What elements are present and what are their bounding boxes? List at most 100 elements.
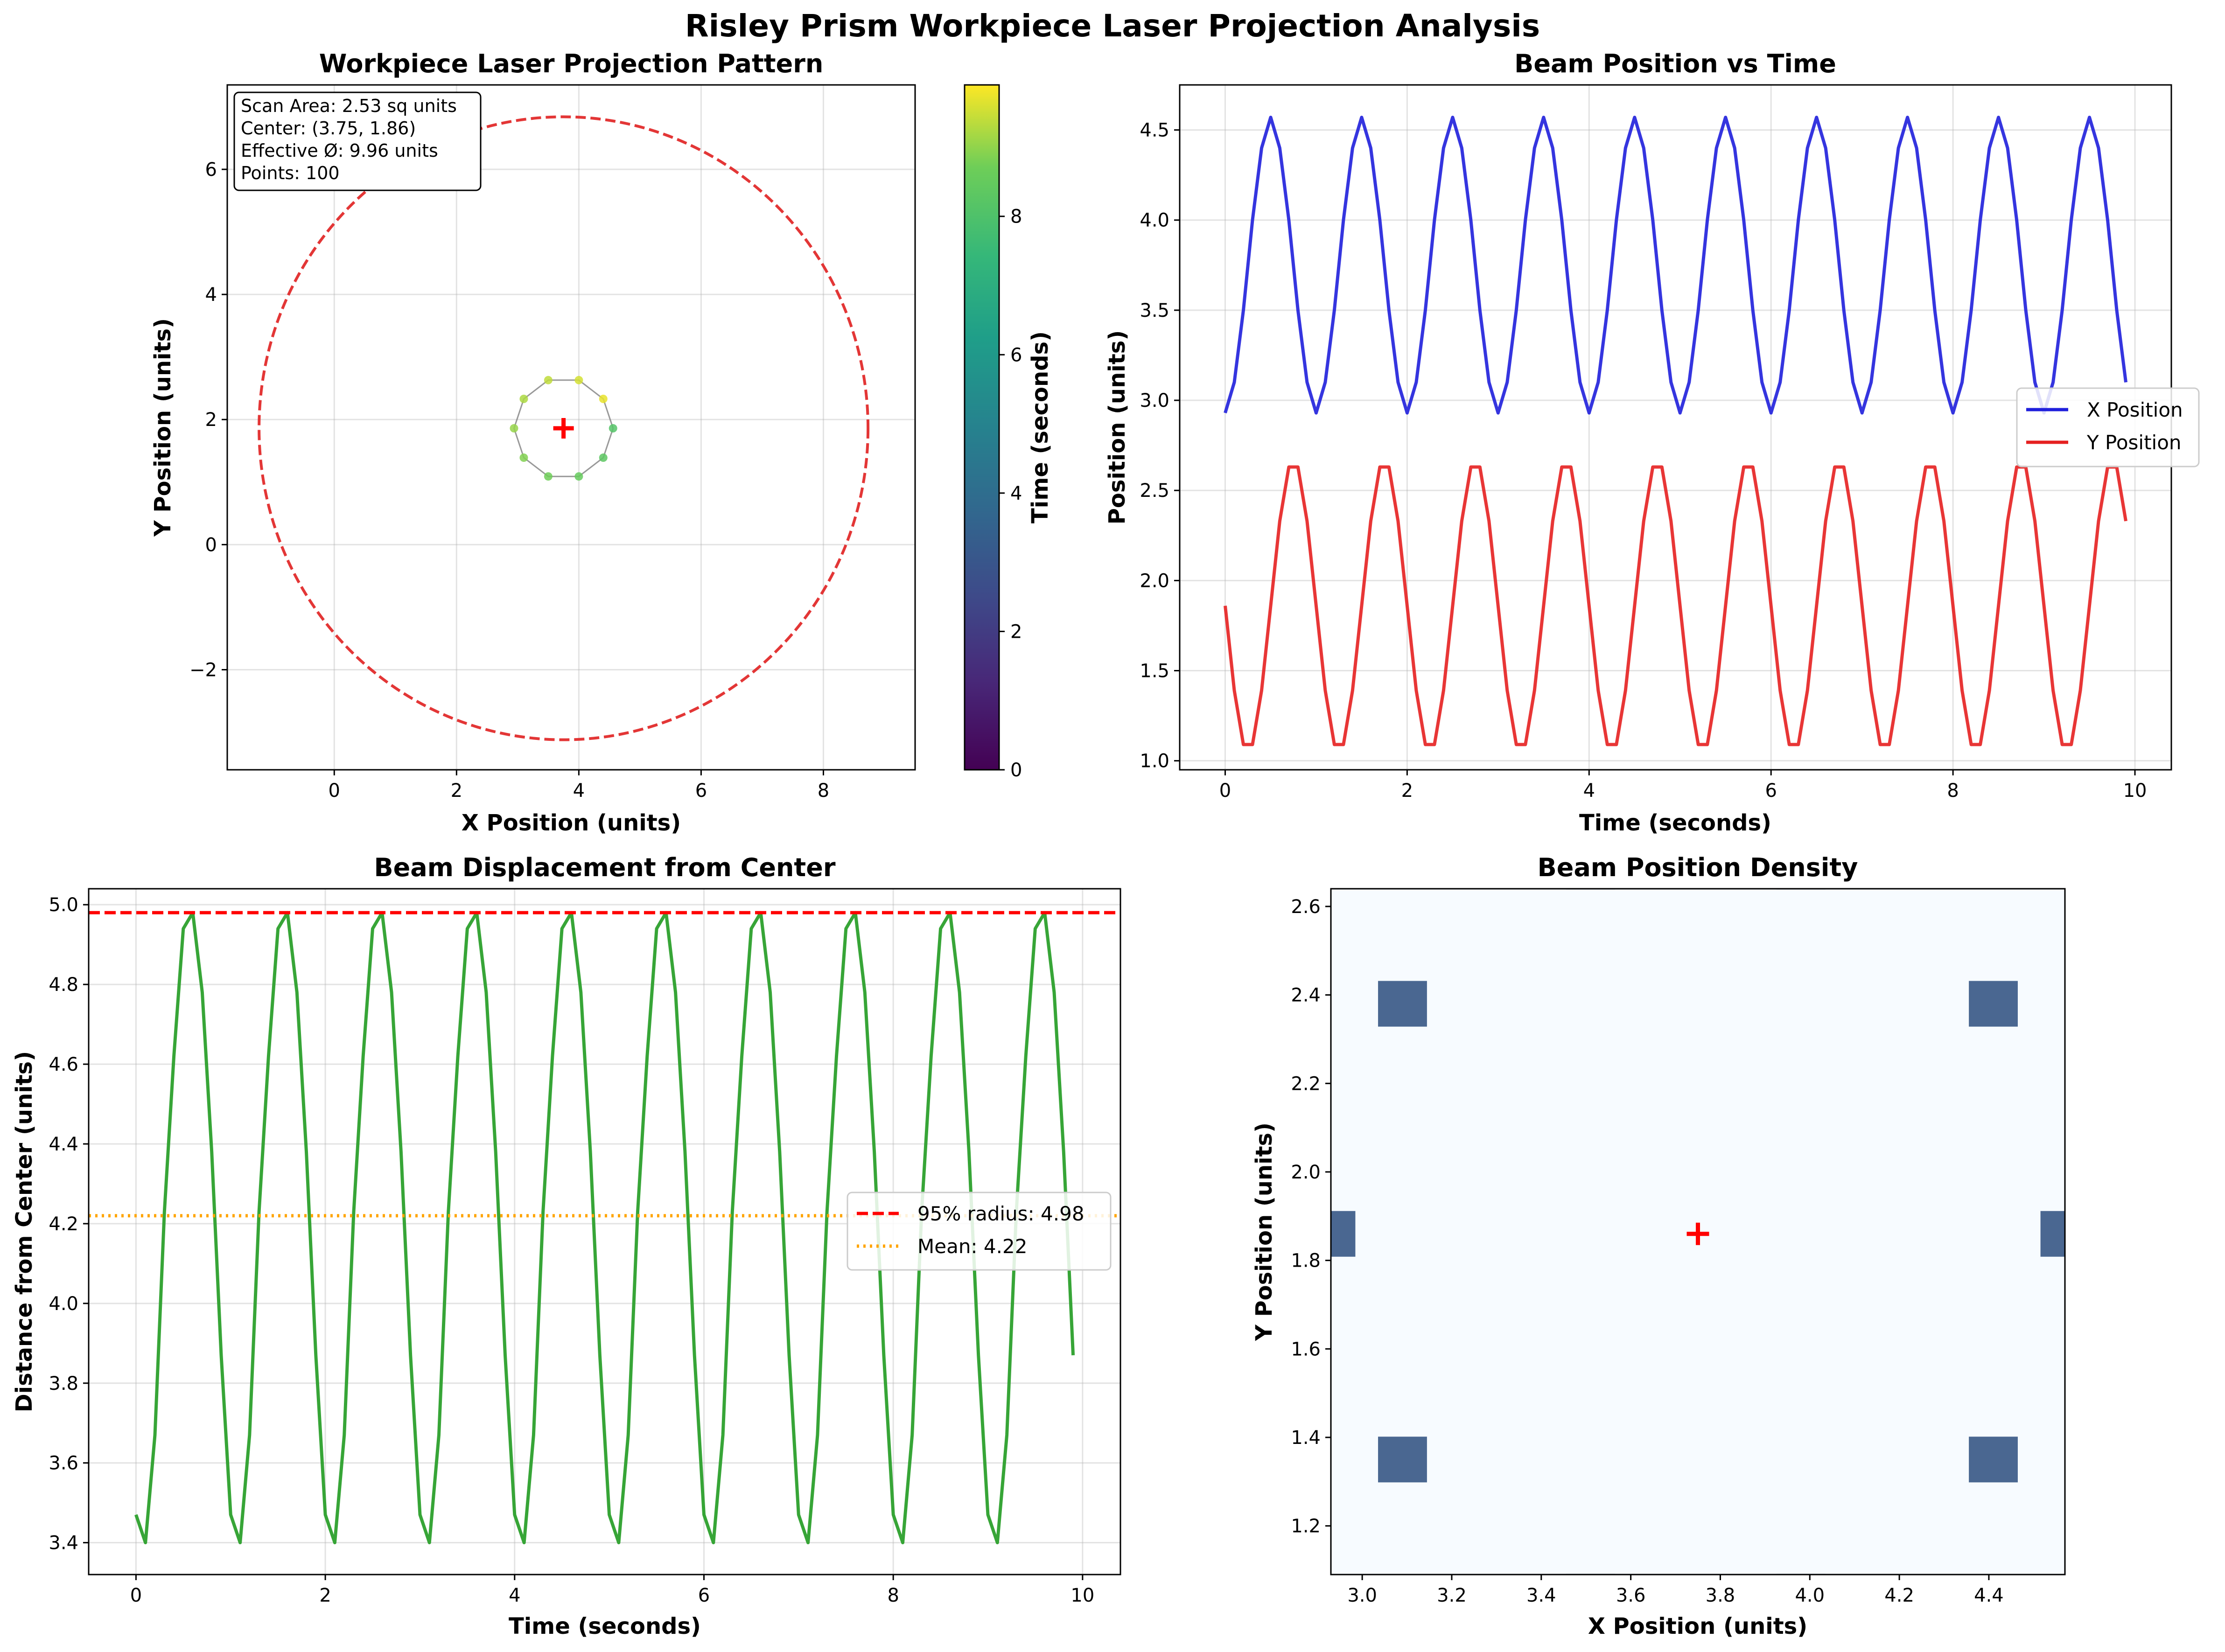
displacement-legend: 95% radius: 4.98 Mean: 4.22 [847, 1192, 1112, 1271]
colorbar-tick-labels: 0 2 4 6 8 [999, 206, 1022, 781]
displacement-y-tick-label: 4.8 [49, 974, 78, 996]
position-y-tick-label: 3.5 [1140, 300, 1169, 321]
position-tick-labels: 0 2 4 6 8 10 1.0 1.5 2.0 2.5 3.0 3.5 4.0 4.5 [1140, 120, 2147, 802]
position-x-tick-label: 10 [2123, 780, 2147, 802]
density-x-tick-label: 4.2 [1884, 1585, 1914, 1606]
displacement-y-tick-label: 3.8 [49, 1373, 78, 1394]
colorbar-gradient [964, 84, 1000, 771]
density-cell [1566, 1574, 1615, 1575]
displacement-y-tick-label: 4.6 [49, 1054, 78, 1075]
projection-y-axis-label: Y Position (units) [150, 318, 176, 537]
projection-x-tick-label: 2 [451, 780, 462, 802]
time-colorbar: 0 2 4 6 8 Time (seconds) [964, 84, 1053, 781]
density-cell [1378, 981, 1427, 1027]
displacement-y-tick-label: 3.4 [49, 1533, 78, 1554]
projection-y-tick-label: 6 [205, 159, 217, 181]
position-x-tick-label: 0 [1219, 780, 1231, 802]
projection-axes-frame [226, 84, 916, 771]
displacement-tick-labels: 0 2 4 6 8 10 3.4 3.6 3.8 4.0 4.2 4.4 4.6 4.8 5.0 [49, 894, 1094, 1606]
projection-x-tick-label: 8 [818, 780, 829, 802]
density-x-tick-label: 3.2 [1437, 1585, 1467, 1606]
colorbar-tick-label: 8 [1010, 206, 1022, 228]
x-position-series [1224, 116, 2127, 415]
position-y-tick-label: 1.0 [1140, 751, 1169, 772]
projection-pattern-panel: Workpiece Laser Projection Pattern 0 2 4 6 8… [150, 49, 1053, 836]
density-y-tick-label: 2.0 [1291, 1162, 1321, 1183]
annotation-line-effective-diameter: Effective Ø: 9.96 units [241, 140, 438, 161]
displacement-y-tick-label: 4.4 [49, 1134, 78, 1155]
displacement-x-tick-label: 4 [509, 1585, 520, 1606]
annotation-line-points: Points: 100 [241, 163, 340, 183]
projection-x-tick-label: 0 [329, 780, 340, 802]
projection-data-layer [258, 115, 870, 741]
projection-y-tick-label: 0 [205, 534, 217, 556]
position-x-tick-label: 2 [1401, 780, 1413, 802]
density-panel: Beam Position Density 3.0 3.2 3.4 3.6 3.8 4.0… [1251, 853, 2066, 1639]
beam-point [599, 395, 608, 404]
projection-x-axis-label: X Position (units) [462, 810, 681, 836]
density-y-tick-label: 1.4 [1291, 1427, 1321, 1449]
position-y-tick-label: 2.5 [1140, 480, 1169, 502]
displacement-x-tick-label: 8 [887, 1585, 899, 1606]
displacement-axes-frame [88, 888, 1121, 1575]
density-title: Beam Position Density [1538, 853, 1858, 882]
displacement-y-tick-label: 4.2 [49, 1213, 78, 1235]
projection-tick-labels: 0 2 4 6 8 −2 0 2 4 6 [189, 159, 829, 802]
displacement-x-tick-label: 10 [1071, 1585, 1094, 1606]
projection-annotation-box: Scan Area: 2.53 sq units Center: (3.75, … [233, 91, 482, 191]
displacement-y-tick-label: 5.0 [49, 894, 78, 916]
density-x-tick-label: 3.8 [1706, 1585, 1735, 1606]
legend-label-x-position: X Position [2087, 398, 2183, 421]
position-x-tick-label: 6 [1765, 780, 1777, 802]
displacement-x-tick-label: 0 [130, 1585, 142, 1606]
colorbar-label: Time (seconds) [1027, 331, 1053, 523]
projection-y-tick-label: 2 [205, 409, 217, 431]
density-cell [2040, 1211, 2065, 1257]
beam-point [599, 453, 608, 462]
position-data-layer [1224, 116, 2127, 746]
y-position-series [1224, 465, 2127, 746]
density-tick-labels: 3.0 3.2 3.4 3.6 3.8 4.0 4.2 4.4 1.2 1.4 1.6 1.8 2.0 2… [1291, 896, 2003, 1606]
beam-point [544, 472, 553, 481]
figure-suptitle: Risley Prism Workpiece Laser Projection … [685, 8, 1540, 44]
position-x-axis-label: Time (seconds) [1579, 810, 1771, 836]
displacement-x-tick-label: 6 [698, 1585, 710, 1606]
position-y-tick-label: 2.0 [1140, 570, 1169, 592]
position-legend: X Position Y Position [2016, 387, 2200, 467]
displacement-y-axis-label: Distance from Center (units) [11, 1051, 37, 1412]
colorbar-tick-label: 4 [1010, 483, 1022, 504]
density-y-tick-label: 2.4 [1291, 985, 1321, 1006]
displacement-data-layer [89, 911, 1120, 1545]
colorbar-tick-label: 2 [1010, 621, 1022, 642]
density-y-axis-label: Y Position (units) [1251, 1122, 1277, 1341]
position-x-tick-label: 8 [1947, 780, 1959, 802]
position-y-axis-label: Position (units) [1104, 330, 1130, 525]
density-y-tick-label: 1.6 [1291, 1338, 1321, 1360]
displacement-series [134, 911, 1075, 1545]
beam-point [519, 395, 528, 404]
displacement-x-tick-label: 2 [319, 1585, 331, 1606]
legend-label-95-radius: 95% radius: 4.98 [917, 1202, 1085, 1225]
projection-y-tick-label: −2 [189, 659, 217, 681]
position-x-tick-label: 4 [1583, 780, 1595, 802]
projection-gridlines [227, 85, 915, 770]
density-y-tick-label: 2.6 [1291, 896, 1321, 918]
density-y-tick-label: 2.2 [1291, 1073, 1321, 1094]
density-x-tick-label: 3.4 [1526, 1585, 1556, 1606]
density-y-tick-label: 1.2 [1291, 1516, 1321, 1537]
density-cell [1969, 981, 2018, 1027]
projection-pattern-title: Workpiece Laser Projection Pattern [319, 49, 824, 78]
density-x-tick-label: 3.6 [1616, 1585, 1646, 1606]
density-cell [1378, 1436, 1427, 1483]
effective-diameter-circle [258, 115, 870, 741]
density-cell [1969, 1436, 2018, 1483]
annotation-line-center: Center: (3.75, 1.86) [241, 118, 416, 139]
beam-point [574, 472, 583, 481]
projection-x-tick-label: 4 [573, 780, 585, 802]
density-x-tick-label: 4.4 [1974, 1585, 2004, 1606]
position-vs-time-title: Beam Position vs Time [1514, 49, 1836, 78]
beam-point [574, 376, 583, 384]
colorbar-tick-label: 6 [1010, 344, 1022, 366]
colorbar-tick-label: 0 [1010, 760, 1022, 781]
